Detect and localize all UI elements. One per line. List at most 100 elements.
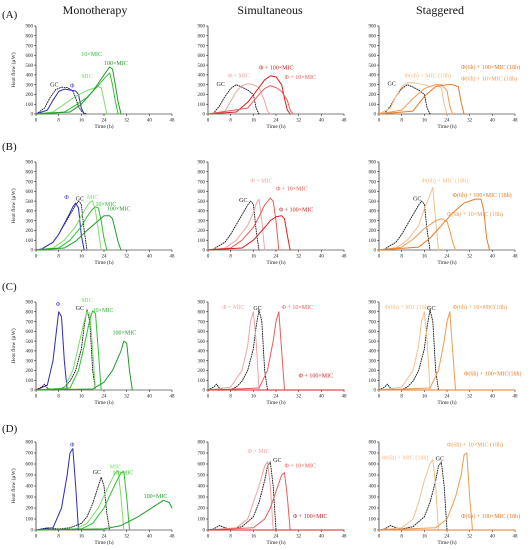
x-tick-label: 16	[79, 535, 85, 540]
series-phi-mic	[207, 83, 271, 115]
x-tick-label: 32	[467, 255, 473, 260]
y-tick-label: 100	[198, 239, 206, 244]
curve-label-phi-100xmic: Φ + 100×MIC	[293, 514, 328, 520]
panel-c-monotherapy: 0 100 200 300 400 500 600 700 800 900 0 8 16 24 32 40 48…	[10, 298, 175, 406]
y-tick-label: 0	[374, 529, 377, 534]
curve-label-10xmic: 10×MIC	[113, 470, 134, 476]
x-tick-label: 24	[102, 535, 108, 540]
y-tick-label: 100	[198, 103, 206, 108]
y-axis-label: Heat flow (µW)	[10, 328, 17, 363]
y-tick-label: 800	[26, 170, 34, 175]
x-tick-label: 24	[274, 395, 280, 400]
x-axis-label: Time (h)	[94, 259, 113, 266]
x-tick-label: 16	[422, 535, 428, 540]
y-tick-label: 0	[203, 113, 206, 118]
y-tick-label: 300	[198, 83, 206, 88]
y-tick-label: 600	[198, 54, 206, 59]
series-gc	[207, 461, 277, 531]
y-tick-label: 900	[26, 25, 34, 30]
panel-b-staggered: 0 100 200 300 400 500 600 700 800 900 0 8 16 24 32 40 48…	[369, 161, 519, 266]
curve-label-phi-mic: Φ + MIC	[248, 449, 270, 455]
y-tick-label: 700	[369, 44, 377, 49]
curve-label-10xmic: 10×MIC	[96, 202, 117, 208]
column-title-staggered: Staggered	[416, 3, 464, 17]
series-phi-100xmic	[207, 215, 291, 251]
curve-label-10xmic: 10×MIC	[93, 308, 114, 314]
x-tick-label: 0	[207, 255, 210, 260]
x-tick-label: 8	[400, 395, 403, 400]
panel-a-simultaneous: 0 100 200 300 400 500 600 700 800 900 0 8 16 24 32 40 48…	[198, 25, 348, 130]
curve-label-phi-6h-10xmic-18h: Φ(6h) + 10×MIC (18h)	[447, 211, 503, 218]
x-axis-label: Time (h)	[266, 259, 285, 266]
x-tick-label: 48	[170, 395, 176, 400]
curve-label-phi-mic: Φ + MIC	[222, 305, 244, 311]
y-tick-label: 200	[26, 229, 34, 234]
y-tick-label: 400	[26, 485, 34, 490]
x-tick-label: 40	[147, 119, 153, 124]
x-tick-label: 48	[513, 395, 519, 400]
x-tick-label: 8	[229, 395, 232, 400]
y-tick-label: 0	[203, 529, 206, 534]
curve-label-gc: GC	[50, 83, 58, 89]
x-axis-label: Time (h)	[437, 123, 456, 130]
x-tick-label: 16	[422, 119, 428, 124]
curve-label-phi-100xmic: Φ + 100×MIC	[259, 66, 294, 72]
x-tick-label: 16	[251, 119, 257, 124]
series-phi-10xmic	[207, 311, 285, 391]
y-tick-label: 400	[26, 210, 34, 215]
y-tick-label: 700	[369, 320, 377, 325]
series-phi-6h-10xmic-18h	[378, 218, 456, 251]
y-tick-label: 900	[26, 301, 34, 306]
y-tick-label: 700	[198, 180, 206, 185]
curve-label-gc: GC	[273, 458, 281, 464]
y-tick-label: 600	[26, 463, 34, 468]
x-tick-label: 0	[35, 535, 38, 540]
x-tick-label: 40	[319, 119, 325, 124]
curve-label-100xmic: 100×MIC	[104, 61, 128, 67]
x-tick-label: 8	[229, 535, 232, 540]
y-tick-label: 200	[198, 369, 206, 374]
curve-label-phi-10xmic: Φ + 10×MIC	[276, 186, 308, 192]
x-tick-label: 16	[422, 255, 428, 260]
x-tick-label: 8	[57, 535, 60, 540]
y-tick-label: 500	[198, 64, 206, 69]
curve-label-phi-6h-mic-18h: Φ(6h) + MIC (18h)	[422, 178, 469, 185]
series-phi-10xmic	[207, 85, 294, 115]
series-phi-6h-10xmic-18h	[378, 311, 456, 391]
x-tick-label: 48	[170, 535, 176, 540]
x-tick-label: 0	[378, 119, 381, 124]
y-tick-label: 300	[198, 359, 206, 364]
y-tick-label: 400	[26, 350, 34, 355]
x-axis-label: Time (h)	[437, 259, 456, 266]
series-mic	[35, 470, 125, 531]
column-title-monotherapy: Monotherapy	[63, 3, 128, 17]
y-tick-label: 700	[369, 452, 377, 457]
curve-label-gc: GC	[217, 82, 225, 88]
panel-c-simultaneous: 0 100 200 300 400 500 600 700 800 900 0 8 16 24 32 40 48…	[198, 301, 348, 406]
x-tick-label: 0	[35, 395, 38, 400]
series-phi-100xmic	[207, 75, 291, 115]
y-tick-label: 600	[26, 330, 34, 335]
series-gc	[207, 200, 260, 251]
y-tick-label: 900	[198, 25, 206, 30]
x-tick-label: 24	[102, 119, 108, 124]
panel-b-monotherapy: 0 100 200 300 400 500 600 700 800 900 0 8 16 24 32 40 48…	[10, 161, 175, 266]
x-axis-label: Time (h)	[266, 539, 285, 546]
x-axis-label: Time (h)	[94, 539, 113, 546]
x-axis-label: Time (h)	[437, 399, 456, 406]
y-tick-label: 100	[369, 239, 377, 244]
panel-c-staggered: 0 100 200 300 400 500 600 700 800 900 0 8 16 24 32 40 48…	[369, 301, 522, 406]
y-tick-label: 400	[369, 485, 377, 490]
x-tick-label: 16	[79, 119, 85, 124]
x-tick-label: 8	[57, 395, 60, 400]
y-tick-label: 200	[26, 93, 34, 98]
y-tick-label: 800	[198, 441, 206, 446]
y-tick-label: 500	[26, 64, 34, 69]
y-tick-label: 0	[374, 249, 377, 254]
series-10xmic	[35, 206, 108, 251]
x-tick-label: 24	[445, 395, 451, 400]
series-gc	[378, 461, 448, 531]
x-tick-label: 48	[342, 395, 348, 400]
y-tick-label: 500	[198, 200, 206, 205]
x-tick-label: 40	[490, 535, 496, 540]
